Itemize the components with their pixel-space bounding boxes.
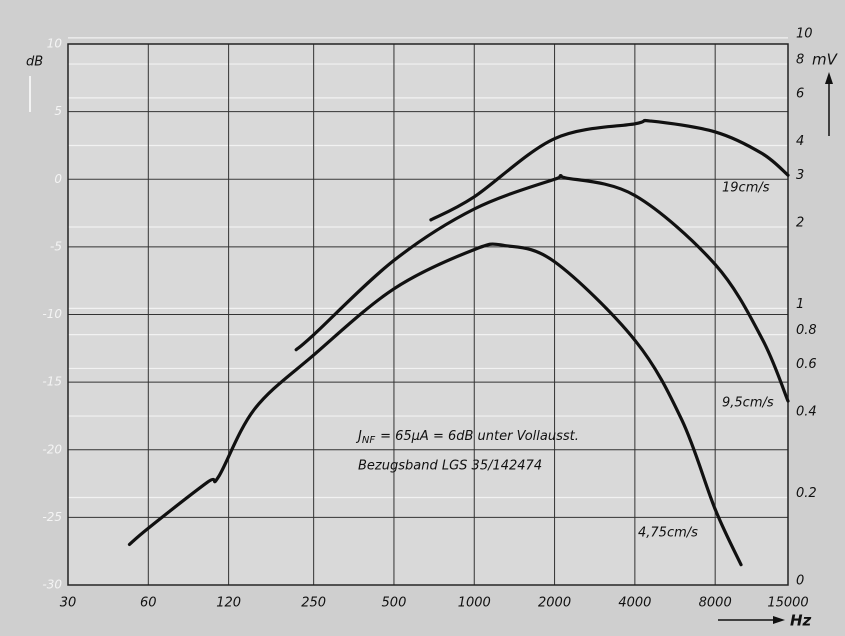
y2-tick-label: 0 [796, 574, 804, 589]
x-tick-label: 120 [216, 596, 241, 611]
y-tick-label: -15 [42, 375, 62, 389]
x-arrow-head [773, 616, 785, 624]
y2-tick-label: 3 [796, 168, 804, 183]
y2-tick-label: 10 [796, 26, 813, 41]
y2-tick-label: 0.8 [796, 323, 817, 338]
y2-tick-label: 1 [796, 297, 804, 312]
y2-tick-label: 0.6 [796, 357, 817, 372]
curve-label: 9,5cm/s [722, 396, 774, 411]
annotation-symbol: J [355, 429, 362, 444]
y-tick-label: 10 [47, 37, 63, 51]
y2-arrow-head [825, 72, 833, 84]
curve [429, 118, 790, 222]
x-tick-label: 4000 [618, 596, 651, 611]
plot-frame [67, 43, 789, 586]
y2-tick-label: 0.4 [796, 405, 817, 420]
x-tick-label: 250 [301, 596, 326, 611]
annotation-subscript: NF [362, 435, 375, 446]
y2-axis-label: mV [812, 51, 839, 69]
y-tick-label: -25 [42, 510, 62, 524]
y2-tick-label: 8 [796, 53, 804, 68]
y-tick-label: 5 [54, 104, 62, 118]
x-axis-label: Hz [790, 612, 812, 630]
x-tick-label: 15000 [767, 596, 808, 611]
y-axis-label: dB [26, 55, 43, 70]
y-tick-label: -20 [42, 442, 62, 456]
curve-label: 19cm/s [722, 181, 770, 196]
curve-label: 4,75cm/s [638, 526, 698, 541]
x-tick-label: 60 [140, 596, 157, 611]
y-tick-label: -5 [50, 239, 62, 253]
y2-tick-label: 4 [796, 134, 804, 149]
x-tick-label: 1000 [458, 596, 491, 611]
annotation-line2: Bezugsband LGS 35/142474 [358, 459, 542, 474]
y-tick-label: -30 [42, 578, 62, 592]
annotation: JNF = 65µA = 6dB unter Vollausst. [355, 429, 579, 447]
y2-tick-label: 6 [796, 86, 804, 101]
x-tick-label: 30 [60, 596, 77, 611]
curve [127, 242, 743, 567]
curve [294, 174, 790, 403]
y-tick-label: 0 [54, 172, 62, 186]
x-tick-label: 8000 [699, 596, 732, 611]
x-tick-label: 500 [382, 596, 407, 611]
y2-tick-label: 2 [796, 215, 804, 230]
y-tick-label: -10 [42, 307, 62, 321]
annotation-text: = 65µA = 6dB unter Vollausst. [380, 429, 579, 444]
x-tick-label: 2000 [538, 596, 571, 611]
y2-tick-label: 0.2 [796, 486, 817, 501]
